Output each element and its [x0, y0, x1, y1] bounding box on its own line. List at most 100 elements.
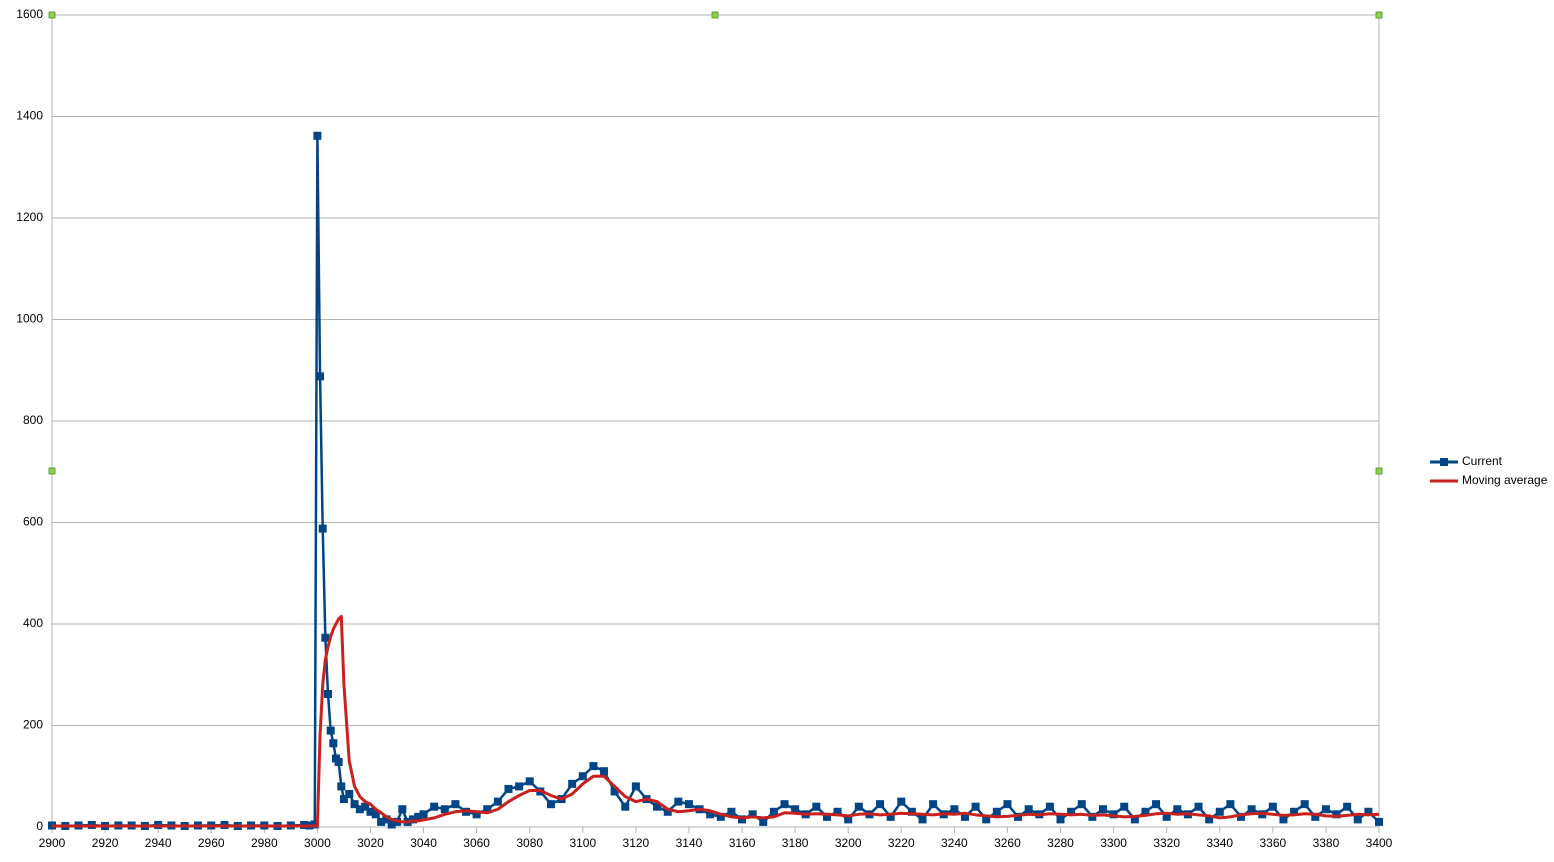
- selection-handle: [711, 11, 719, 19]
- point-marker: [1279, 815, 1288, 824]
- point-marker: [1236, 812, 1245, 821]
- point-marker: [483, 805, 492, 814]
- point-marker: [727, 807, 736, 816]
- point-marker: [1205, 815, 1214, 824]
- y-tick-label: 0: [36, 819, 43, 833]
- point-marker: [833, 807, 842, 816]
- point-marker: [408, 815, 417, 824]
- x-tick-label: 3260: [994, 836, 1021, 850]
- selection-handle: [1375, 467, 1383, 475]
- point-marker: [324, 690, 333, 699]
- point-marker: [339, 795, 348, 804]
- point-marker: [663, 807, 672, 816]
- point-marker: [1109, 810, 1118, 819]
- point-marker: [907, 807, 916, 816]
- point-marker: [318, 524, 327, 533]
- x-tick-label: 3240: [941, 836, 968, 850]
- legend: Current Moving average: [1430, 454, 1548, 487]
- point-marker: [337, 782, 346, 791]
- point-marker: [876, 800, 885, 809]
- point-marker: [350, 800, 359, 809]
- x-tick-label: 3060: [463, 836, 490, 850]
- point-marker: [377, 817, 386, 826]
- y-tick-label: 200: [23, 718, 43, 732]
- point-marker: [525, 777, 534, 786]
- point-marker: [1311, 812, 1320, 821]
- x-tick-label: 2900: [39, 836, 66, 850]
- x-tick-label: 3120: [623, 836, 650, 850]
- point-marker: [313, 131, 322, 140]
- point-marker: [387, 820, 396, 829]
- legend-label: Current: [1462, 454, 1503, 468]
- point-marker: [600, 767, 609, 776]
- point-marker: [1056, 815, 1065, 824]
- point-marker: [748, 810, 757, 819]
- point-marker: [504, 784, 513, 793]
- y-tick-label: 1400: [16, 109, 43, 123]
- x-tick-label: 3100: [569, 836, 596, 850]
- point-marker: [1226, 800, 1235, 809]
- y-tick-label: 800: [23, 413, 43, 427]
- point-marker: [1290, 807, 1299, 816]
- point-marker: [854, 802, 863, 811]
- y-tick-label: 1200: [16, 210, 43, 224]
- point-marker: [493, 797, 502, 806]
- x-tick-label: 2960: [198, 836, 225, 850]
- point-marker: [610, 787, 619, 796]
- point-marker: [398, 805, 407, 814]
- point-marker: [568, 779, 577, 788]
- point-marker: [329, 739, 338, 748]
- x-tick-label: 2920: [92, 836, 119, 850]
- point-marker: [321, 633, 330, 642]
- x-tick-label: 2940: [145, 836, 172, 850]
- point-marker: [430, 802, 439, 811]
- point-marker: [716, 812, 725, 821]
- point-marker: [1067, 807, 1076, 816]
- point-marker: [674, 797, 683, 806]
- point-marker: [918, 815, 927, 824]
- point-marker: [1173, 805, 1182, 814]
- series-line: [52, 614, 1380, 828]
- point-marker: [844, 815, 853, 824]
- point-marker: [1088, 812, 1097, 821]
- point-marker: [361, 802, 370, 811]
- point-marker: [631, 782, 640, 791]
- point-marker: [414, 812, 423, 821]
- point-marker: [929, 800, 938, 809]
- point-marker: [1300, 800, 1309, 809]
- x-tick-label: 3380: [1313, 836, 1340, 850]
- point-marker: [1024, 805, 1033, 814]
- point-marker: [355, 805, 364, 814]
- point-marker: [326, 726, 335, 735]
- point-marker: [684, 800, 693, 809]
- point-marker: [371, 810, 380, 819]
- point-marker: [1332, 810, 1341, 819]
- point-marker: [1014, 812, 1023, 821]
- plot-area: 0 200 400 600 800 1000 1200 1400 1600 2900 2920 294…: [16, 7, 1392, 850]
- point-marker: [971, 802, 980, 811]
- x-tick-label: 3020: [357, 836, 384, 850]
- point-marker: [1120, 802, 1129, 811]
- x-tick-label: 3200: [835, 836, 862, 850]
- x-tick-label: 3080: [516, 836, 543, 850]
- point-marker: [621, 802, 630, 811]
- y-tick-label: 600: [23, 515, 43, 529]
- point-marker: [310, 820, 319, 829]
- point-marker: [345, 790, 354, 799]
- point-marker: [382, 815, 391, 824]
- point-marker: [1375, 817, 1383, 826]
- point-marker: [812, 802, 821, 811]
- point-marker: [546, 800, 555, 809]
- point-marker: [982, 815, 991, 824]
- point-marker: [960, 812, 969, 821]
- point-marker: [1215, 807, 1224, 816]
- point-marker: [1364, 807, 1373, 816]
- point-marker: [589, 762, 598, 771]
- point-marker: [769, 807, 778, 816]
- selection-handle: [48, 11, 56, 19]
- selection-handle: [48, 467, 56, 475]
- x-tick-label: 3400: [1366, 836, 1393, 850]
- point-marker: [1353, 815, 1362, 824]
